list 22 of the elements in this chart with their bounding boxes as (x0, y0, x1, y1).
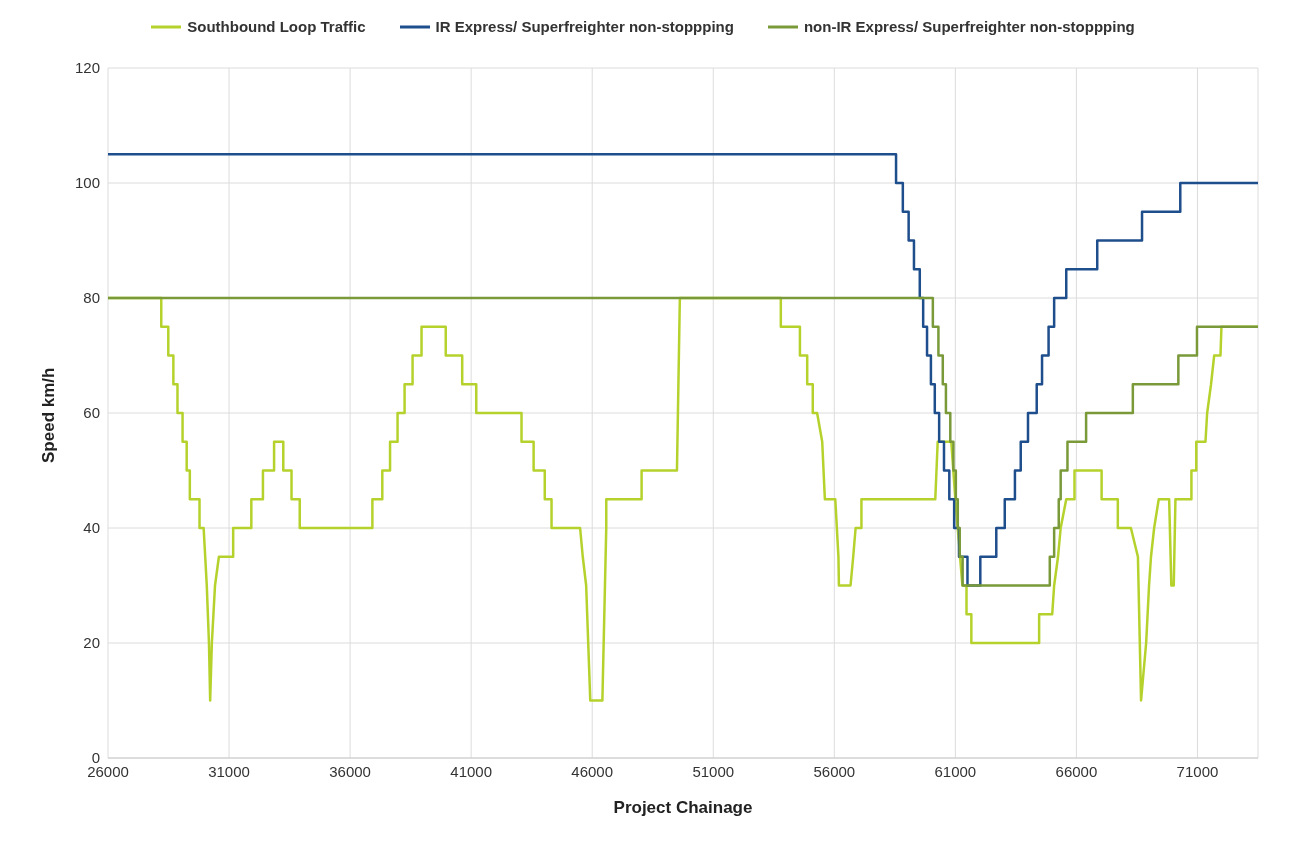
line-series (108, 296, 1258, 587)
y-tick-label: 120 (74, 59, 100, 77)
y-tick-label: 60 (83, 404, 100, 422)
y-tick-label: 40 (83, 519, 100, 537)
y-axis-title: Speed km/h (39, 367, 59, 463)
legend-label: IR Express/ Superfreighter non-stoppping (435, 18, 734, 35)
x-tick-label: 31000 (208, 762, 250, 780)
x-tick-label: 36000 (329, 762, 371, 780)
y-tick-label: 20 (83, 634, 100, 652)
line-series (108, 153, 1258, 587)
y-tick-label: 80 (83, 289, 100, 307)
x-tick-label: 41000 (450, 762, 493, 780)
x-tick-label: 56000 (813, 762, 856, 780)
y-tick-label: 100 (74, 174, 100, 192)
x-tick-label: 66000 (1055, 762, 1098, 780)
x-tick-label: 61000 (934, 762, 977, 780)
legend-label: non-IR Express/ Superfreighter non-stoppping (803, 18, 1135, 35)
x-tick-label: 46000 (571, 762, 614, 780)
x-tick-label: 71000 (1176, 762, 1219, 780)
x-tick-label: 51000 (692, 762, 735, 780)
legend-label: Southbound Loop Traffic (187, 18, 366, 35)
x-axis-title: Project Chainage (613, 798, 753, 817)
